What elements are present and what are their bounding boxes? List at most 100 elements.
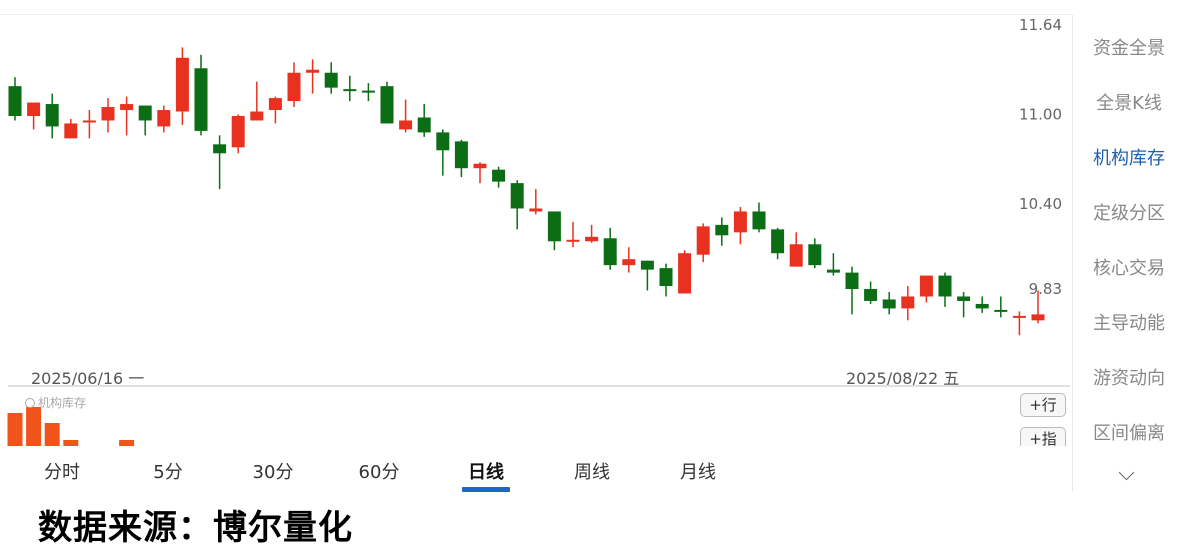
candle-body <box>1031 314 1045 321</box>
candle <box>361 83 375 102</box>
candle <box>1012 311 1026 336</box>
candle-body <box>157 110 171 127</box>
candle <box>175 47 189 125</box>
sidebar-item-2[interactable]: 机构库存 <box>1093 148 1165 169</box>
sidebar-item-1[interactable]: 全景K线 <box>1096 93 1162 114</box>
x-end-date-label: 2025/08/22 五 <box>846 369 960 388</box>
candle <box>45 93 59 139</box>
candle <box>789 232 803 267</box>
tab-5[interactable]: 周线 <box>574 462 610 483</box>
candle-body <box>231 115 245 148</box>
candle <box>845 266 859 315</box>
sidebar-item-4[interactable]: 核心交易 <box>1093 258 1165 279</box>
candle-body <box>250 111 264 121</box>
active-tab-underline <box>462 487 510 492</box>
candle <box>268 96 282 124</box>
candle-body <box>864 289 878 301</box>
candle-body <box>510 183 524 209</box>
candle <box>752 202 766 233</box>
candle <box>473 162 487 184</box>
candle <box>957 292 971 318</box>
candle <box>603 227 617 270</box>
candle <box>138 105 152 136</box>
candle-body <box>436 132 450 151</box>
data-source-caption: 数据来源：博尔量化 <box>38 508 353 548</box>
candle <box>640 260 654 291</box>
candle-body <box>138 105 152 121</box>
period-tabs: 分时 5分 30分 60分 日线 周线 月线 <box>0 452 1072 492</box>
candle-body <box>957 296 971 301</box>
candle <box>306 59 320 94</box>
candle-body <box>213 144 227 154</box>
add-indicator-button[interactable]: +指 <box>1020 427 1066 446</box>
candle-body <box>380 86 394 124</box>
candle <box>882 292 896 315</box>
candle-body <box>287 72 301 102</box>
tab-1[interactable]: 5分 <box>153 462 183 483</box>
candle-body <box>8 86 22 116</box>
candle-body <box>994 309 1008 312</box>
candle-body <box>454 141 468 169</box>
candle-body <box>752 211 766 230</box>
sidebar-item-3[interactable]: 定级分区 <box>1093 203 1165 224</box>
candle-body <box>120 104 134 111</box>
chevron-down-icon[interactable] <box>1118 464 1135 481</box>
candle <box>771 227 785 260</box>
candle <box>696 223 710 263</box>
y-tick-label: 11.64 <box>1019 16 1062 34</box>
candle-body <box>696 226 710 255</box>
candle-body <box>492 169 506 182</box>
tab-2[interactable]: 30分 <box>252 462 294 483</box>
candlestick-chart[interactable]: 11.64 11.00 10.40 9.83 <box>0 0 1072 450</box>
candle-body <box>473 163 487 169</box>
tab-3[interactable]: 60分 <box>358 462 400 483</box>
indicator-title[interactable]: 机构库存 <box>25 394 86 411</box>
indicator-name: 机构库存 <box>38 396 87 410</box>
candle-body <box>101 107 115 121</box>
candle <box>324 62 338 94</box>
candle-body <box>975 303 989 309</box>
tab-6[interactable]: 月线 <box>680 462 716 483</box>
candle-body <box>547 211 561 242</box>
candle <box>678 250 692 294</box>
candle <box>343 75 357 102</box>
tab-0[interactable]: 分时 <box>44 462 80 483</box>
candle <box>417 104 431 137</box>
candle <box>27 102 41 130</box>
candle <box>399 99 413 133</box>
candle-body <box>27 102 41 116</box>
candle <box>64 118 78 139</box>
candle-body <box>789 244 803 267</box>
candle <box>585 224 599 243</box>
candle <box>157 105 171 133</box>
sidebar-item-6[interactable]: 游资动向 <box>1093 368 1165 389</box>
candle <box>864 281 878 304</box>
candle-body <box>622 259 636 266</box>
candle-body <box>306 69 320 73</box>
sidebar: 资金全景全景K线机构库存定级分区核心交易主导动能游资动向区间偏离 <box>1072 15 1200 491</box>
sidebar-item-5[interactable]: 主导动能 <box>1093 313 1165 334</box>
indicator-bar <box>119 440 135 446</box>
indicator-bar <box>63 440 79 446</box>
candle-body <box>417 117 431 133</box>
candle-body <box>268 98 282 111</box>
candle-body <box>938 275 952 297</box>
candle-body <box>715 224 729 236</box>
sidebar-item-0[interactable]: 资金全景 <box>1093 38 1165 59</box>
candle-body <box>826 269 840 273</box>
candle <box>8 77 22 121</box>
y-tick-label: 10.40 <box>1019 195 1062 213</box>
sidebar-item-7[interactable]: 区间偏离 <box>1093 423 1165 444</box>
candle-body <box>361 90 375 93</box>
add-row-button[interactable]: +行 <box>1020 393 1066 417</box>
candle-body <box>919 275 933 297</box>
gear-icon[interactable] <box>25 398 35 408</box>
candle <box>975 296 989 313</box>
candle-body <box>659 268 673 287</box>
tab-4[interactable]: 日线 <box>468 462 504 483</box>
candle-body <box>1012 315 1026 318</box>
candle <box>120 96 134 136</box>
candle-body <box>45 104 59 127</box>
candle-body <box>808 244 822 266</box>
indicator-bar <box>26 407 42 446</box>
